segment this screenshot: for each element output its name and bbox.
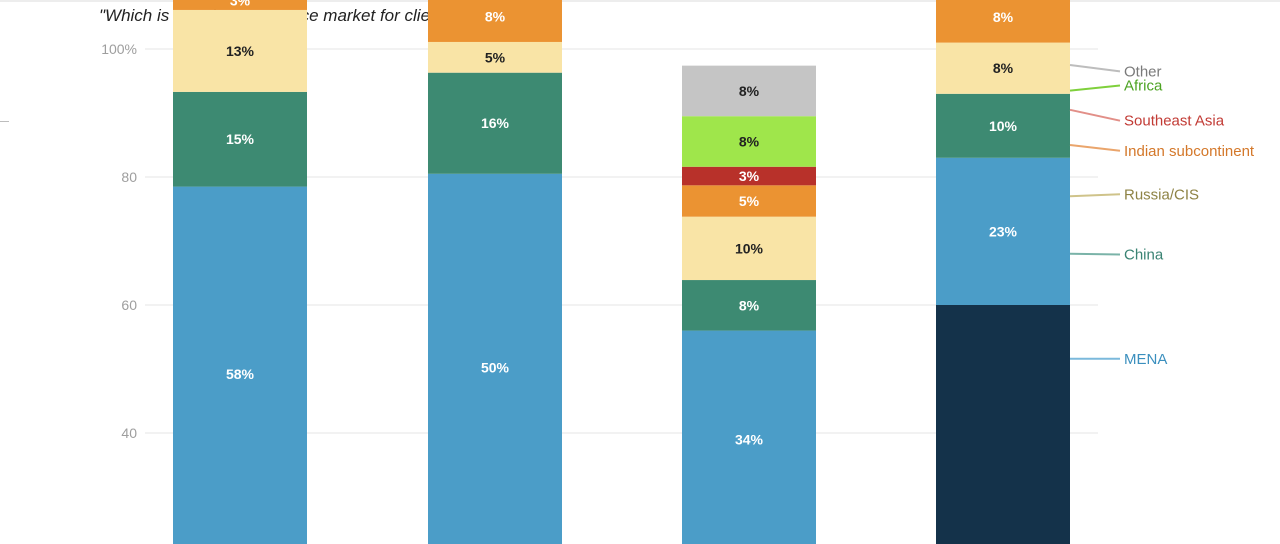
data-label: 23% — [989, 223, 1018, 239]
legend-leader-line — [1069, 144, 1121, 152]
data-label: 8% — [739, 297, 760, 313]
bar-segment — [428, 0, 562, 42]
data-label: 58% — [226, 366, 255, 382]
bar-segment — [173, 9, 307, 92]
y-tick-label: 40 — [121, 425, 137, 441]
bar-segment — [173, 0, 307, 10]
bar-segment — [428, 173, 562, 544]
bar-segment — [936, 157, 1070, 305]
bar-segment — [682, 166, 816, 186]
legend-label: Southeast Asia — [1124, 113, 1225, 130]
bar-segment — [682, 280, 816, 331]
data-label: 16% — [481, 115, 510, 131]
bar-stack: 23%10%8%8%3%3%5% — [936, 0, 1070, 544]
legend-leader-line — [1069, 64, 1121, 73]
legend-label: Russia/CIS — [1124, 186, 1199, 203]
data-label: 8% — [739, 133, 760, 149]
bars: 58%15%13%3%8%3%0%50%16%5%8%8%3%0%34%8%10… — [173, 0, 1070, 544]
data-label: 10% — [735, 240, 764, 256]
data-label: 3% — [230, 0, 251, 9]
bar-segment — [173, 91, 307, 187]
data-label: 8% — [993, 60, 1014, 76]
data-label: 10% — [989, 118, 1018, 134]
y-axis-ticks: 100% 80 60 40 — [101, 41, 137, 441]
legend-leader-line — [1069, 252, 1121, 256]
legend-label: Other — [1124, 63, 1162, 80]
data-label: 5% — [485, 49, 506, 65]
data-label: 8% — [485, 9, 506, 25]
top-divider — [0, 0, 1280, 2]
bar-stack: 58%15%13%3%8%3%0% — [173, 0, 307, 544]
data-label: 8% — [993, 9, 1014, 25]
bar-segment — [428, 72, 562, 174]
bar-segment — [936, 93, 1070, 158]
y-tick-label: 60 — [121, 297, 137, 313]
bar-segment — [682, 185, 816, 217]
bar-segment — [428, 41, 562, 73]
y-tick-label: 80 — [121, 169, 137, 185]
bar-segment — [936, 305, 1070, 544]
side-marker — [0, 121, 9, 122]
legend-leader-line — [1069, 108, 1121, 122]
data-label: 15% — [226, 131, 255, 147]
legend-label: Africa — [1124, 77, 1163, 94]
data-label: 3% — [739, 168, 760, 184]
legend-label: MENA — [1124, 351, 1167, 368]
legend-label: Indian subcontinent — [1124, 143, 1255, 160]
bar-stack: 34% 8% 10% 5% 3% 8% 8% — [682, 65, 816, 544]
data-label: 8% — [739, 83, 760, 99]
bar-stack: 50%16%5%8%8%3%0% — [428, 0, 562, 544]
bar-segment — [682, 216, 816, 281]
data-label: 34% — [735, 431, 764, 447]
bar-segment — [682, 330, 816, 544]
data-label: 5% — [739, 193, 760, 209]
legend-label: China — [1124, 246, 1164, 263]
data-label: 13% — [226, 43, 255, 59]
legend-leader-line — [1069, 84, 1121, 92]
bar-segment — [682, 116, 816, 167]
bar-segment — [936, 42, 1070, 94]
bar-segment — [682, 65, 816, 117]
bar-segment — [936, 0, 1070, 43]
data-label: 50% — [481, 359, 510, 375]
legend-leader-line — [1069, 193, 1121, 198]
y-tick-label: 100% — [101, 41, 137, 57]
bar-segment — [173, 186, 307, 544]
